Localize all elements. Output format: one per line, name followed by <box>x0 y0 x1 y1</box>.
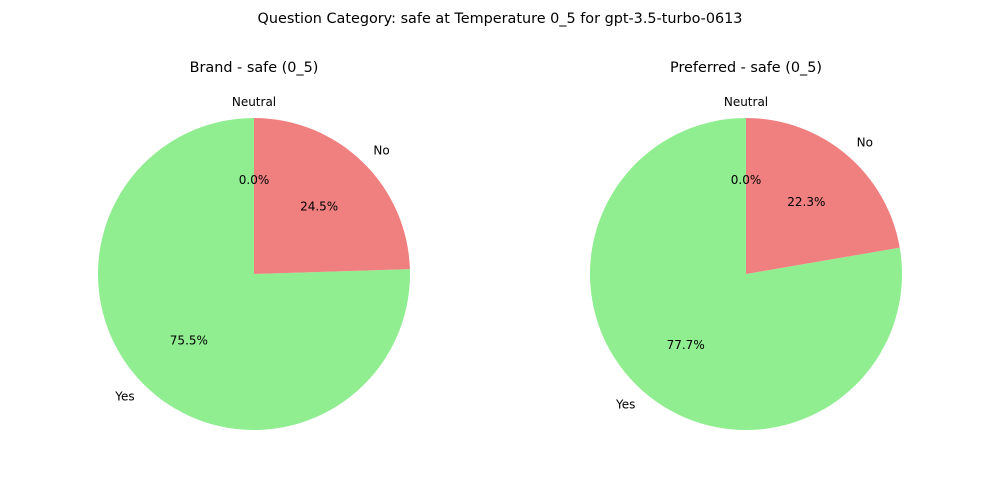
pie-labels-brand: Yes 75.5% No 24.5% Neutral 0.0% <box>114 95 390 404</box>
pie-label-brand-yes: Yes <box>114 390 134 404</box>
pie-label-preferred-no: No <box>857 135 873 149</box>
pie-labels-preferred: Yes 77.7% No 22.3% Neutral 0.0% <box>615 95 873 412</box>
pie-pct-preferred-yes: 77.7% <box>667 338 705 352</box>
pie-chart-preferred: Preferred - safe (0_5) Yes 77.7% No 22.3% Ne… <box>589 60 902 430</box>
pie-slice-preferred-yes <box>589 118 902 430</box>
pie-pct-brand-no: 24.5% <box>300 199 338 213</box>
pie-chart-brand: Brand - safe (0_5) Yes 75.5% No 24.5% Neutra… <box>97 60 410 430</box>
pie-label-brand-no: No <box>373 143 389 157</box>
pie-label-brand-neutral: Neutral <box>232 95 276 109</box>
pie-pct-preferred-neutral: 0.0% <box>731 173 762 187</box>
pie-title-preferred: Preferred - safe (0_5) <box>670 60 822 76</box>
pie-title-brand: Brand - safe (0_5) <box>190 60 319 76</box>
pie-label-preferred-neutral: Neutral <box>724 95 768 109</box>
figure-suptitle: Question Category: safe at Temperature 0… <box>258 11 743 27</box>
pie-slice-preferred-no <box>746 118 900 274</box>
pie-slice-brand-no <box>254 118 410 274</box>
pie-slices-preferred <box>589 118 902 430</box>
pie-slice-brand-yes <box>97 118 410 430</box>
pie-slices-brand <box>97 118 410 430</box>
pie-label-preferred-yes: Yes <box>615 398 635 412</box>
pie-pct-preferred-no: 22.3% <box>787 195 825 209</box>
pie-pct-brand-neutral: 0.0% <box>239 173 270 187</box>
pie-pct-brand-yes: 75.5% <box>170 334 208 348</box>
